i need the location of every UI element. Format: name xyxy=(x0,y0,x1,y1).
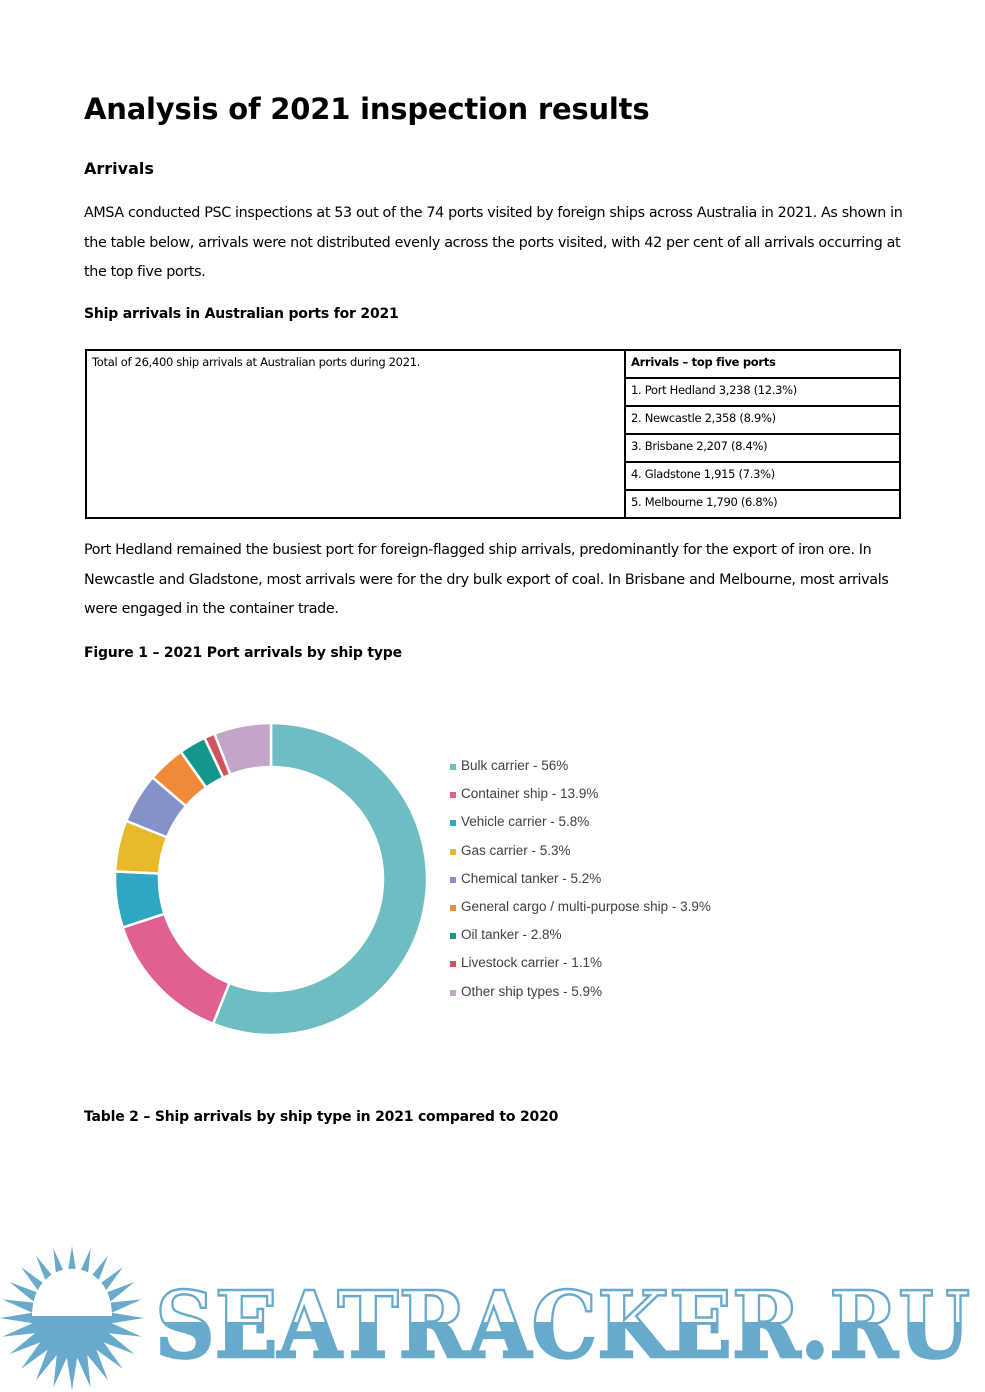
legend-item: General cargo / multi-purpose ship - 3.9… xyxy=(450,899,711,927)
legend-item: Other ship types - 5.9% xyxy=(450,984,711,1012)
legend-label: Oil tanker - 2.8% xyxy=(461,927,562,943)
legend-label: Vehicle carrier - 5.8% xyxy=(461,814,590,830)
table-row: 4. Gladstone 1,915 (7.3%) xyxy=(624,461,901,491)
donut-slice-other-ship-types xyxy=(212,721,273,777)
legend-label: Other ship types - 5.9% xyxy=(461,983,603,999)
donut-slice-bulk-carrier xyxy=(211,721,429,1037)
legend-item: Livestock carrier - 1.1% xyxy=(450,955,711,983)
legend-item: Vehicle carrier - 5.8% xyxy=(450,814,711,842)
legend-item: Container ship - 13.9% xyxy=(450,786,711,814)
table2-caption: Table 2 – Ship arrivals by ship type in … xyxy=(84,1109,559,1125)
legend-label: General cargo / multi-purpose ship - 3.9… xyxy=(461,898,711,914)
legend-label: Chemical tanker - 5.2% xyxy=(461,870,602,886)
table-row: 2. Newcastle 2,358 (8.9%) xyxy=(624,405,901,435)
legend-swatch xyxy=(450,876,456,883)
chart-legend: Bulk carrier - 56% Container ship - 13.9%… xyxy=(450,758,711,1012)
table1-caption: Ship arrivals in Australian ports for 20… xyxy=(84,306,399,322)
table-header: Arrivals – top five ports xyxy=(624,349,901,379)
legend-swatch xyxy=(450,792,456,799)
table-row: 3. Brisbane 2,207 (8.4%) xyxy=(624,433,901,463)
legend-swatch xyxy=(450,820,456,827)
legend-swatch xyxy=(450,904,456,911)
figure1-caption: Figure 1 – 2021 Port arrivals by ship ty… xyxy=(84,645,402,661)
legend-label: Bulk carrier - 56% xyxy=(461,758,569,773)
legend-swatch xyxy=(450,989,456,996)
legend-item: Gas carrier - 5.3% xyxy=(450,843,711,871)
donut-slice-container-ship xyxy=(121,912,232,1026)
legend-label: Gas carrier - 5.3% xyxy=(461,842,571,858)
ports-paragraph: Port Hedland remained the busiest port f… xyxy=(84,542,889,617)
svg-text:SEATRACKER.RU: SEATRACKER.RU xyxy=(155,1271,970,1379)
donut-chart xyxy=(113,721,429,1037)
sun-icon xyxy=(0,1246,144,1390)
ports-table: Total of 26,400 ship arrivals at Austral… xyxy=(85,349,901,519)
section-heading: Arrivals xyxy=(84,159,154,178)
legend-label: Livestock carrier - 1.1% xyxy=(461,955,603,971)
table-row: 1. Port Hedland 3,238 (12.3%) xyxy=(624,377,901,407)
legend-swatch xyxy=(450,848,456,855)
legend-swatch xyxy=(450,764,456,770)
table-row: 5. Melbourne 1,790 (6.8%) xyxy=(624,489,901,519)
legend-item: Bulk carrier - 56% xyxy=(450,758,711,786)
page-title: Analysis of 2021 inspection results xyxy=(84,92,650,126)
legend-item: Chemical tanker - 5.2% xyxy=(450,871,711,899)
total-arrivals-cell: Total of 26,400 ship arrivals at Austral… xyxy=(85,349,626,519)
intro-paragraph: AMSA conducted PSC inspections at 53 out… xyxy=(84,205,903,280)
legend-label: Container ship - 13.9% xyxy=(461,786,599,802)
legend-item: Oil tanker - 2.8% xyxy=(450,927,711,955)
legend-swatch xyxy=(450,933,456,940)
seatracker-watermark: SEATRACKER.RU xyxy=(0,1246,971,1390)
legend-swatch xyxy=(450,961,456,968)
